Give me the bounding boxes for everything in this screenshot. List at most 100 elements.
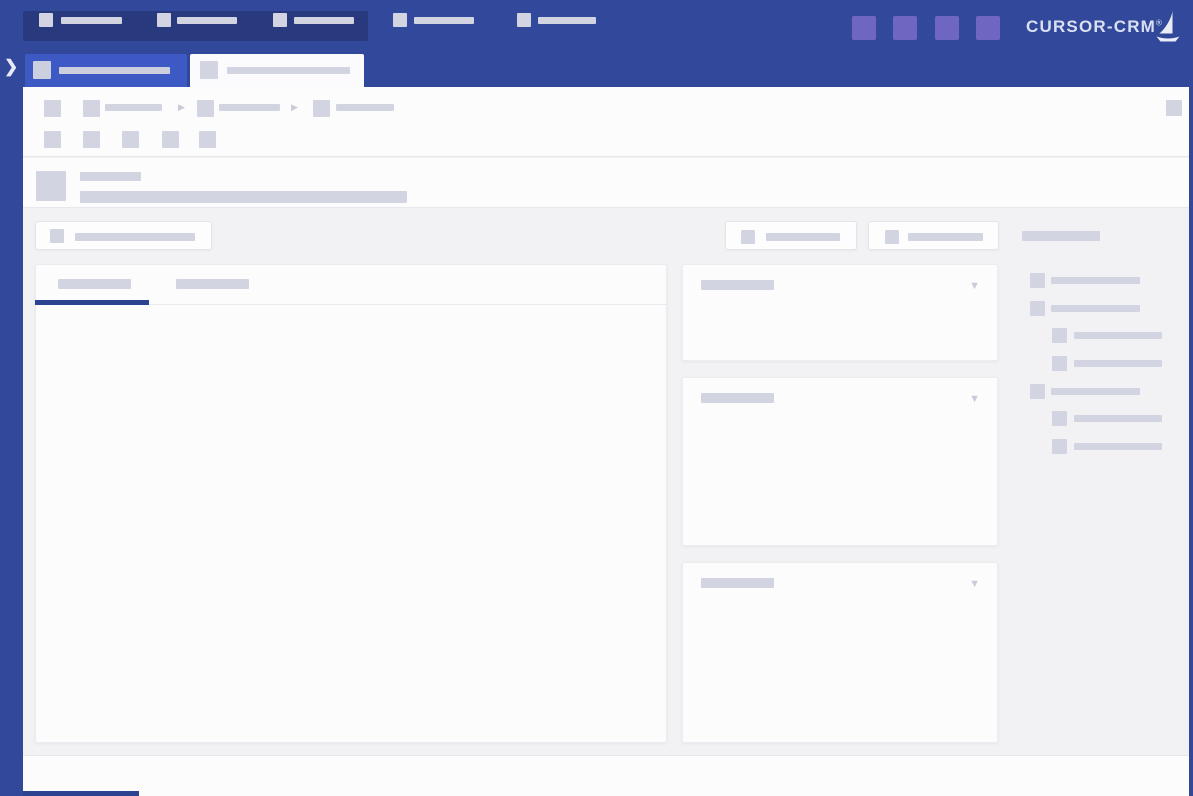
brand-logo-text: CURSOR-CRM (1026, 17, 1157, 36)
menu-button[interactable] (44, 100, 61, 117)
sidebar-title-placeholder (1022, 231, 1100, 241)
action-icon-placeholder (885, 230, 899, 244)
nav-icon-placeholder (273, 13, 287, 27)
checkbox-sub[interactable] (1052, 439, 1067, 454)
tab-label-placeholder (59, 67, 170, 74)
app-switcher-icon[interactable] (976, 16, 1000, 40)
collapsible-section: ▼ (682, 264, 998, 361)
nav-label-placeholder (294, 17, 354, 24)
toolbar-button[interactable] (44, 131, 61, 148)
section-header[interactable]: ▼ (683, 265, 997, 305)
nav-icon-placeholder (517, 13, 531, 27)
breadcrumb-item[interactable] (197, 100, 281, 117)
collapsible-section: ▼ (682, 562, 998, 743)
caret-right-icon: ▶ (178, 102, 185, 112)
nav-label-placeholder (538, 17, 596, 24)
filter-label-placeholder (75, 233, 195, 241)
tab-label-placeholder (227, 67, 350, 74)
nav-icon-placeholder (157, 13, 171, 27)
breadcrumb-icon-placeholder (83, 100, 100, 117)
app-switcher-icon[interactable] (935, 16, 959, 40)
action-label-placeholder (908, 233, 983, 241)
panel-tab-inactive[interactable] (149, 265, 289, 305)
section-title-placeholder (701, 280, 774, 290)
active-tab-underline (35, 300, 149, 305)
checkbox-label-placeholder (1074, 360, 1162, 367)
action-button[interactable] (725, 221, 857, 250)
checkbox-label-placeholder (1074, 415, 1162, 422)
panel-tab-active[interactable] (36, 265, 149, 305)
nav-label-placeholder (177, 17, 237, 24)
bottom-nav-item[interactable] (153, 0, 245, 41)
app-switcher-icon[interactable] (852, 16, 876, 40)
action-button[interactable] (868, 221, 999, 250)
section-title-placeholder (701, 578, 774, 588)
tab-active[interactable] (25, 54, 187, 87)
collapsible-section: ▼ (682, 377, 998, 546)
toolbar-button[interactable] (83, 131, 100, 148)
action-label-placeholder (766, 233, 840, 241)
caret-right-icon: ▶ (291, 102, 298, 112)
breadcrumb-label-placeholder (219, 104, 280, 111)
section-header[interactable]: ▼ (683, 563, 997, 603)
record-avatar-placeholder (36, 171, 66, 201)
checkbox-sub[interactable] (1052, 411, 1067, 426)
checkbox-label-placeholder (1074, 443, 1162, 450)
left-edge-strip (0, 87, 23, 796)
panel-toggle-button[interactable] (1166, 100, 1182, 116)
filter-icon-placeholder (50, 229, 64, 243)
tab-inactive[interactable] (190, 54, 364, 87)
chevron-down-icon[interactable]: ▼ (969, 578, 980, 590)
global-search-input[interactable] (23, 11, 368, 41)
checkbox-label-placeholder (1051, 277, 1140, 284)
action-icon-placeholder (741, 230, 755, 244)
breadcrumb-label-placeholder (336, 104, 394, 111)
checkbox-label-placeholder (1051, 305, 1140, 312)
bottom-nav-item[interactable] (389, 0, 481, 41)
sailboat-icon (1156, 11, 1180, 42)
bottom-nav-item[interactable] (269, 0, 362, 41)
section-title-placeholder (701, 393, 774, 403)
tab-label-placeholder (176, 279, 249, 289)
chevron-down-icon[interactable]: ▼ (969, 393, 980, 405)
nav-label-placeholder (414, 17, 474, 24)
nav-label-placeholder (61, 17, 122, 24)
filter-button[interactable] (35, 221, 212, 250)
brand-logo: CURSOR-CRM® (1026, 17, 1163, 37)
checkbox[interactable] (1030, 301, 1045, 316)
breadcrumb-icon-placeholder (313, 100, 330, 117)
active-nav-underline (23, 791, 139, 796)
checkbox-sub[interactable] (1052, 356, 1067, 371)
checkbox-label-placeholder (1074, 332, 1162, 339)
breadcrumb-toolbar-band (23, 87, 1189, 157)
breadcrumb-icon-placeholder (197, 100, 214, 117)
toolbar-button[interactable] (199, 131, 216, 148)
app-switcher-icon[interactable] (893, 16, 917, 40)
checkbox[interactable] (1030, 273, 1045, 288)
breadcrumb-item[interactable] (83, 100, 163, 117)
nav-icon-placeholder (393, 13, 407, 27)
bottom-nav-item-active[interactable] (35, 0, 130, 41)
bottom-nav-item[interactable] (513, 0, 603, 41)
record-type-placeholder (80, 172, 141, 181)
right-edge-strip (1189, 87, 1193, 796)
checkbox-sub[interactable] (1052, 328, 1067, 343)
checkbox-label-placeholder (1051, 388, 1140, 395)
breadcrumb-item[interactable] (313, 100, 395, 117)
section-header[interactable]: ▼ (683, 378, 997, 418)
toolbar-button[interactable] (122, 131, 139, 148)
main-content-panel (35, 264, 667, 743)
checkbox[interactable] (1030, 384, 1045, 399)
chevron-right-icon[interactable]: ❯ (4, 57, 19, 76)
panel-content-area (36, 305, 666, 742)
nav-icon-placeholder (39, 13, 53, 27)
toolbar-button[interactable] (162, 131, 179, 148)
tab-icon-placeholder (33, 61, 51, 79)
chevron-down-icon[interactable]: ▼ (969, 280, 980, 292)
top-bar: CURSOR-CRM® ❯ (0, 0, 1193, 87)
record-title-placeholder (80, 191, 407, 203)
bottom-nav-bar (23, 755, 1189, 796)
tab-icon-placeholder (200, 61, 218, 79)
tab-label-placeholder (58, 279, 131, 289)
